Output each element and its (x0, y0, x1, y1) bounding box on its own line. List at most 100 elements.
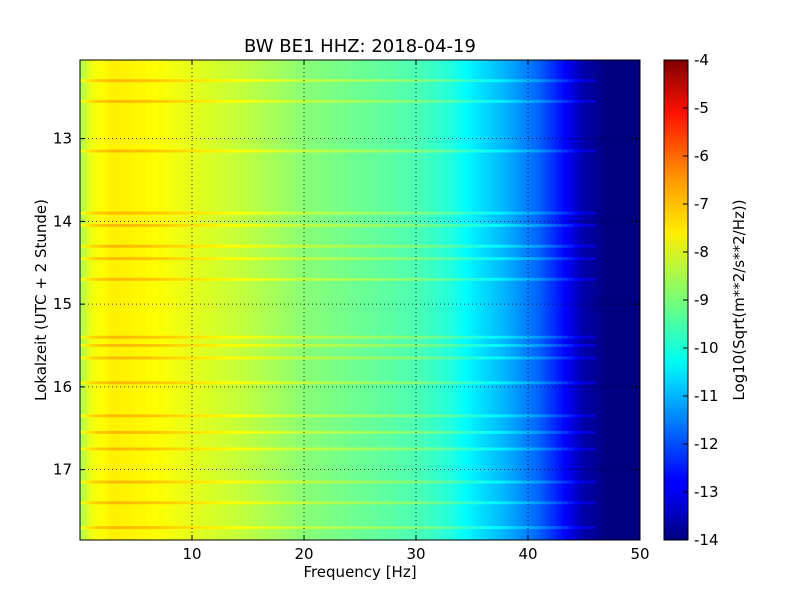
band-segment (147, 211, 154, 215)
heatmap-column (634, 60, 638, 540)
band-segment (533, 335, 540, 339)
chart-title: BW BE1 HHZ: 2018-04-19 (244, 36, 476, 57)
band-segment (320, 149, 327, 153)
band-segment (192, 257, 199, 261)
band-segment (572, 149, 579, 153)
heatmap-column (533, 60, 537, 540)
band-segment (259, 277, 266, 281)
band-segment (376, 149, 383, 153)
band-segment (281, 335, 288, 339)
band-segment (449, 244, 456, 248)
band-segment (152, 277, 159, 281)
band-segment (108, 414, 115, 418)
heatmap-column (536, 60, 540, 540)
band-segment (214, 430, 221, 434)
band-segment (197, 480, 204, 484)
band-segment (220, 277, 227, 281)
band-segment (309, 257, 316, 261)
band-segment (488, 244, 495, 248)
band-segment (242, 224, 249, 227)
band-segment (572, 430, 579, 434)
band-segment (416, 211, 423, 215)
heatmap-column (304, 60, 308, 540)
band-segment (572, 211, 579, 215)
band-segment (404, 414, 411, 418)
heatmap-column (452, 60, 456, 540)
band-segment (276, 430, 283, 434)
band-segment (270, 526, 277, 530)
band-segment (332, 501, 339, 505)
band-segment (214, 344, 221, 347)
band-segment (130, 430, 137, 434)
band-segment (421, 344, 428, 347)
band-segment (432, 244, 439, 248)
band-segment (158, 480, 165, 484)
band-segment (516, 501, 523, 505)
band-segment (136, 344, 143, 347)
band-segment (119, 79, 126, 83)
heatmap-column (158, 60, 162, 540)
band-segment (522, 277, 529, 281)
band-segment (410, 79, 417, 83)
band-segment (343, 149, 350, 153)
band-segment (444, 277, 451, 281)
band-segment (231, 414, 238, 418)
band-segment (337, 381, 344, 385)
heatmap-column (152, 60, 157, 540)
band-segment (85, 257, 92, 261)
heatmap-column (278, 60, 283, 540)
band-segment (326, 344, 333, 347)
band-segment (371, 149, 378, 153)
band-segment (360, 211, 367, 215)
band-segment (175, 414, 182, 418)
band-segment (197, 277, 204, 281)
band-segment (119, 335, 126, 339)
band-segment (556, 414, 563, 418)
band-segment (472, 335, 479, 339)
band-segment (91, 99, 98, 103)
band-segment (544, 356, 551, 360)
band-segment (203, 414, 210, 418)
band-segment (528, 335, 535, 339)
heatmap-column (360, 60, 364, 540)
band-segment (544, 211, 551, 215)
band-segment (360, 244, 367, 248)
band-segment (354, 526, 361, 530)
band-segment (197, 381, 204, 385)
band-segment (264, 526, 271, 530)
band-segment (113, 501, 120, 505)
band-segment (371, 211, 378, 215)
band-segment (102, 149, 109, 153)
band-segment (376, 414, 383, 418)
heatmap-column (102, 60, 106, 540)
band-segment (444, 149, 451, 153)
band-segment (220, 99, 227, 103)
band-segment (343, 335, 350, 339)
band-segment (371, 414, 378, 418)
band-segment (578, 501, 585, 505)
heatmap-column (245, 60, 249, 540)
band-segment (108, 335, 115, 339)
band-segment (113, 149, 120, 153)
band-segment (550, 335, 557, 339)
band-segment (416, 99, 423, 103)
band-segment (533, 277, 540, 281)
band-segment (589, 335, 596, 339)
band-segment (292, 335, 299, 339)
band-segment (584, 224, 591, 227)
band-segment (231, 344, 238, 347)
band-segment (488, 414, 495, 418)
band-segment (332, 414, 339, 418)
grid-lines (80, 60, 640, 540)
band-segment (438, 211, 445, 215)
band-segment (404, 356, 411, 360)
heatmap-column (558, 60, 563, 540)
heatmap-column (421, 60, 425, 540)
band-segment (578, 277, 585, 281)
band-segment (354, 224, 361, 227)
heatmap-column (234, 60, 238, 540)
band-segment (270, 99, 277, 103)
band-segment (528, 344, 535, 347)
band-segment (360, 79, 367, 83)
band-segment (572, 414, 579, 418)
